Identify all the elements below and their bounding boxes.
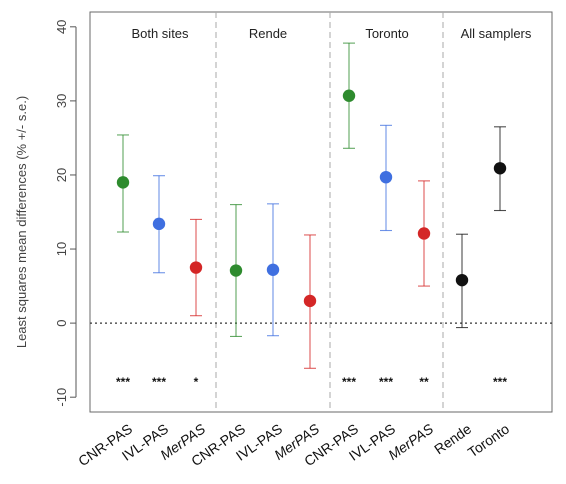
data-point <box>266 263 280 276</box>
panel-label-4: All samplers <box>461 26 532 41</box>
x-axis-category-labels: CNR-PASIVL-PASMerPASCNR-PASIVL-PASMerPAS… <box>75 420 512 469</box>
panel-label-2: Rende <box>249 26 287 41</box>
x-tick-label: Toronto <box>465 420 513 460</box>
data-point <box>417 227 431 240</box>
significance-label: * <box>194 375 199 389</box>
significance-label: *** <box>342 375 356 389</box>
data-point <box>152 217 166 231</box>
data-point <box>379 170 393 184</box>
panel-dividers <box>215 12 444 412</box>
data-points <box>116 89 507 308</box>
panel-labels: Both sites Rende Toronto All samplers <box>131 26 531 41</box>
y-tick-label: 0 <box>54 319 69 326</box>
data-point <box>116 176 130 189</box>
y-tick-label: -10 <box>54 388 69 407</box>
data-point <box>189 261 203 274</box>
significance-label: *** <box>493 375 507 389</box>
panel-label-1: Both sites <box>131 26 189 41</box>
data-point <box>455 273 469 287</box>
y-tick-label: 10 <box>54 242 69 256</box>
panel-label-3: Toronto <box>365 26 408 41</box>
plot-frame <box>89 11 553 413</box>
error-bars <box>117 42 506 369</box>
y-tick-label: 40 <box>54 20 69 34</box>
data-point <box>342 89 356 102</box>
y-tick-label: 30 <box>54 94 69 108</box>
significance-label: ** <box>419 375 429 389</box>
significance-label: *** <box>152 375 166 389</box>
data-point <box>229 264 243 277</box>
data-point <box>493 162 507 175</box>
significance-label: *** <box>116 375 130 389</box>
y-tick-label: 20 <box>54 168 69 182</box>
significance-label: *** <box>379 375 393 389</box>
significance-labels: *** *** * *** *** ** *** <box>116 375 507 389</box>
y-axis-label: Least squares mean differences (% +/- s.… <box>14 96 29 348</box>
data-point <box>303 294 317 308</box>
y-axis: -10 0 10 20 30 40 <box>54 20 77 407</box>
